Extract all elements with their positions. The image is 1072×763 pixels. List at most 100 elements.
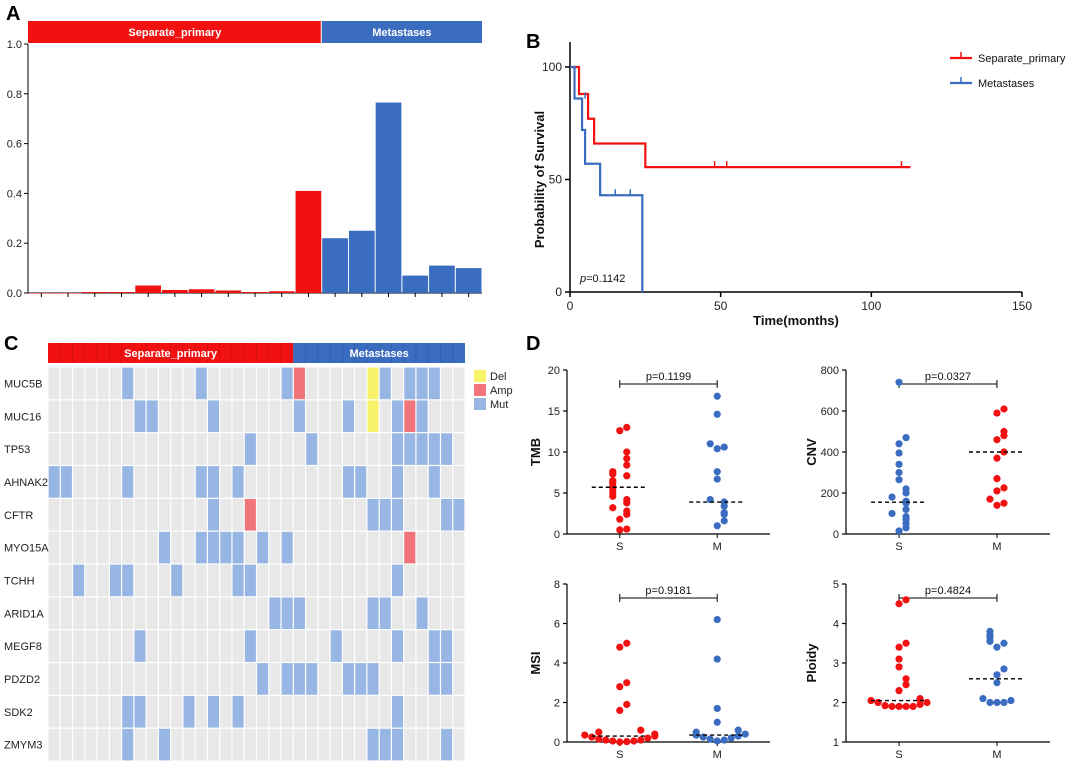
heatmap-cell — [48, 564, 60, 597]
heatmap-cell — [85, 695, 97, 728]
heatmap-cell — [48, 597, 60, 630]
y-tick-label: 0.6 — [7, 139, 22, 151]
data-point — [902, 596, 910, 604]
legend-swatch — [474, 398, 486, 410]
data-point — [888, 509, 896, 518]
heatmap-cell — [416, 630, 428, 662]
bar — [135, 285, 162, 293]
heatmap-cell — [342, 466, 355, 498]
heatmap-cell — [367, 367, 379, 400]
x-tick-label: M — [992, 541, 1001, 553]
heatmap-cell — [122, 630, 134, 662]
heatmap-cell — [257, 630, 269, 662]
heatmap-cell — [404, 597, 416, 630]
data-point — [895, 687, 903, 695]
heatmap-cell — [195, 367, 207, 400]
heatmap-cell — [392, 597, 404, 630]
heatmap-cell — [134, 728, 146, 761]
x-tick-label: 50 — [714, 299, 728, 313]
gene-label: MYO15A — [4, 543, 49, 555]
heatmap-cell — [453, 695, 465, 728]
group-label-metastases: Metastases — [372, 27, 431, 39]
heatmap-cell — [293, 663, 305, 695]
heatmap-cell — [269, 630, 281, 662]
group-bar-metastases — [321, 21, 482, 43]
data-point — [902, 675, 910, 683]
data-point — [595, 735, 603, 743]
heatmap-cell — [171, 531, 183, 564]
data-point — [895, 643, 903, 651]
heatmap-cell — [416, 531, 428, 564]
scatter-ploidy: 1 2 3 4 5 Ploidy S Mp=0.4824 — [804, 579, 1050, 761]
gene-label: MUC5B — [4, 378, 43, 390]
scatter-cnv: 0 200 400 600 800 CNV S Mp=0.0327 — [804, 365, 1050, 553]
panel-labels: A B C D — [4, 3, 540, 355]
heatmap-cell — [441, 400, 453, 433]
heatmap-cell — [73, 564, 85, 597]
data-point — [623, 700, 631, 709]
heatmap-cell — [306, 695, 318, 728]
group-label-primary: Separate_primary — [124, 348, 218, 360]
heatmap-cell — [195, 466, 207, 498]
heatmap-cell — [269, 564, 281, 597]
heatmap-cell — [97, 728, 109, 761]
heatmap-cell — [293, 597, 305, 630]
heatmap-cell — [281, 695, 293, 728]
heatmap-cell — [109, 597, 121, 630]
heatmap-cell — [73, 466, 85, 498]
data-point — [713, 522, 721, 530]
p-value-label: p=0.9181 — [645, 585, 691, 597]
heatmap-cell — [134, 466, 146, 498]
heatmap-cell — [60, 695, 72, 728]
heatmap-cell — [269, 466, 281, 498]
heatmap-cell — [355, 531, 367, 564]
data-point — [713, 704, 721, 713]
heatmap-cell — [342, 498, 355, 531]
heatmap-cell — [122, 367, 134, 400]
heatmap-cell — [379, 728, 391, 761]
data-point — [986, 698, 994, 707]
data-point — [623, 525, 631, 533]
heatmap-cell — [109, 564, 121, 597]
data-point — [902, 434, 910, 442]
heatmap-cell — [318, 663, 330, 695]
data-point — [909, 702, 917, 711]
heatmap-cell — [379, 466, 391, 498]
heatmap-cell — [428, 695, 440, 728]
data-point — [581, 731, 589, 739]
bar — [348, 230, 375, 293]
heatmap-cell — [220, 400, 232, 433]
heatmap-cell — [146, 728, 158, 761]
heatmap-cell — [269, 597, 281, 630]
bar — [188, 289, 215, 293]
heatmap-cell — [392, 400, 404, 433]
heatmap-cell — [318, 564, 330, 597]
heatmap-cell — [60, 498, 72, 531]
heatmap-cell — [208, 531, 220, 564]
x-tick-label: 100 — [861, 299, 881, 313]
heatmap-cell — [367, 400, 379, 433]
data-point — [916, 700, 924, 709]
heatmap-cell — [232, 630, 244, 662]
heatmap-cell — [281, 728, 293, 761]
data-point — [895, 600, 903, 608]
heatmap-cell — [392, 630, 404, 662]
data-point — [895, 440, 903, 448]
legend-label: Amp — [490, 385, 513, 397]
heatmap-cell — [109, 695, 121, 728]
heatmap-cell — [416, 433, 428, 465]
heatmap-cell — [293, 695, 305, 728]
heatmap-cell — [330, 531, 342, 564]
heatmap-cell — [306, 564, 318, 597]
heatmap-cell — [244, 597, 256, 630]
heatmap-cell — [306, 367, 318, 400]
p-value-label: p=0.4824 — [925, 585, 971, 597]
heatmap-cell — [183, 663, 195, 695]
data-point — [986, 627, 994, 636]
heatmap-cell — [122, 466, 134, 498]
heatmap-cell — [85, 367, 97, 400]
heatmap-cell — [183, 564, 195, 597]
heatmap-cell — [73, 630, 85, 662]
heatmap-cell — [146, 597, 158, 630]
legend-label: Metastases — [978, 78, 1035, 90]
